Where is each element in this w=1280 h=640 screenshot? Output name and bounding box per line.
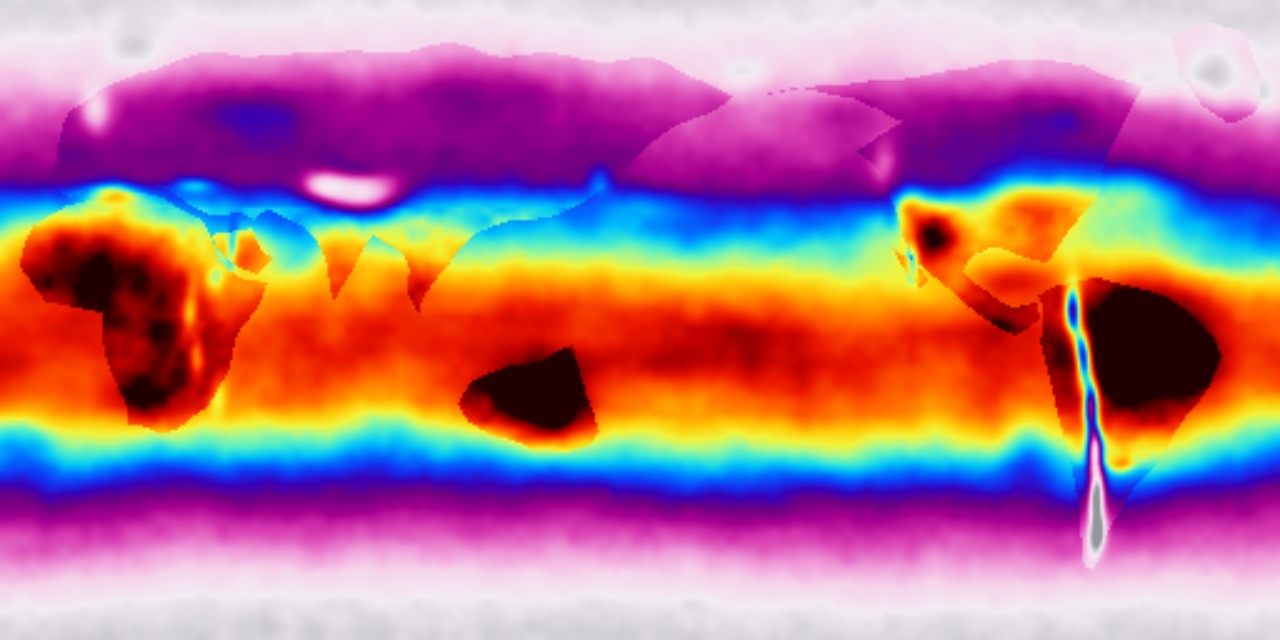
temperature-heatmap-canvas bbox=[0, 0, 1280, 640]
global-temperature-map bbox=[0, 0, 1280, 640]
